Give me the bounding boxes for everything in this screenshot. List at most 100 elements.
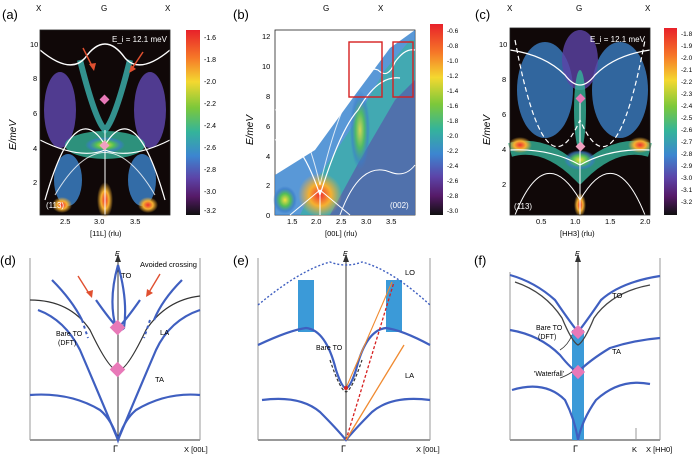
y-tick: 4 (266, 152, 270, 161)
colorbar-tick: -2.9 (681, 163, 693, 170)
top-label: G (101, 4, 107, 13)
colorbar-tick: -3.2 (681, 199, 693, 206)
x-tick: 0.5 (536, 217, 546, 226)
colorbar-tick: -2.3 (681, 91, 693, 98)
label-la: LA (160, 328, 169, 337)
colorbar-tick: -2.4 (447, 163, 459, 170)
inset-label: (113) (46, 201, 64, 210)
ei-annotation: E_i = 12.1 meV (590, 35, 646, 44)
fit-curve (274, 79, 361, 186)
highlight-box (392, 41, 414, 98)
inset-label: (002) (390, 201, 409, 210)
marker-square (575, 93, 586, 104)
colorbar-tick: -1.6 (204, 35, 216, 42)
x-ticks: 0.5 1.0 1.5 2.0 (536, 217, 650, 226)
y-tick: 2 (33, 178, 37, 187)
panel-f: (f) E TO TA Bare TO (DFT) 'Waterfall' Γ K… (474, 251, 672, 454)
top-label: X (36, 4, 42, 13)
y-ticks: 0 2 4 6 8 10 12 (262, 32, 270, 220)
colorbar-tick: -2.5 (681, 115, 693, 122)
heat-region (273, 186, 297, 214)
colorbar-tick: -2.6 (681, 127, 693, 134)
y-tick: 0 (266, 211, 270, 220)
colorbar-tick: -2.0 (204, 79, 216, 86)
marker-diamond (570, 324, 586, 340)
axis-e-label: E (575, 251, 580, 258)
x-axis-label: [HH3] (rlu) (560, 229, 595, 238)
sound-line (345, 344, 405, 441)
colorbar-tick: -2.2 (681, 79, 693, 86)
y-tick: 6 (266, 122, 270, 131)
y-tick: 4 (502, 145, 506, 154)
ei-annotation: E_i = 12.1 meV (112, 35, 168, 44)
marker-dot (344, 386, 348, 390)
plot-frame (39, 29, 171, 216)
colorbar-tick: -2.1 (681, 67, 693, 74)
colorbar (186, 30, 200, 215)
panel-f-label: (f) (474, 253, 486, 268)
axis-x-label: X [00L] (184, 445, 208, 454)
colorbar-tick: -1.8 (204, 57, 216, 64)
label-bare-to: Bare TO (DFT) (56, 331, 83, 347)
axis-x-label: X [00L] (416, 445, 440, 454)
heat-region (54, 154, 82, 206)
y-tick: 10 (499, 40, 507, 49)
y-tick: 10 (30, 40, 38, 49)
colorbar-tick: -2.8 (204, 167, 216, 174)
y-tick: 12 (262, 32, 270, 41)
heat-region (508, 137, 532, 153)
top-label: G (576, 4, 582, 13)
y-tick: 8 (33, 74, 37, 83)
colorbar-tick: -2.6 (447, 178, 459, 185)
sound-line (345, 281, 395, 441)
bare-to-curve (329, 359, 363, 393)
colorbar-tick: -2.7 (681, 139, 693, 146)
panel-b: (b) E_i = 3.5 meV (002) G X E/meV 0 2 4 … (233, 4, 459, 238)
x-ticks: 2.5 3.0 3.5 (60, 217, 140, 226)
x-tick: 1.5 (287, 217, 297, 226)
colorbar-tick: -1.8 (447, 118, 459, 125)
gamma-label: Γ (573, 444, 578, 454)
panel-b-label: (b) (233, 7, 249, 22)
axis-arrow (343, 254, 349, 262)
panel-c: (c) E_i = 12.1 meV (113) X G X E/meV 10 … (475, 4, 693, 238)
colorbar-tick: -2.6 (204, 145, 216, 152)
sound-line (345, 281, 393, 389)
top-label: X (378, 4, 384, 13)
y-tick: 10 (262, 62, 270, 71)
heat-region (350, 90, 370, 170)
marker-square (99, 94, 110, 105)
label-waterfall: 'Waterfall' (534, 371, 564, 378)
colorbar-tick: -2.4 (681, 103, 693, 110)
x-tick: 2.0 (311, 217, 321, 226)
label-bare-to: Bare TO (316, 345, 343, 352)
colorbar-tick: -2.0 (447, 133, 459, 140)
dispersion-ta (29, 393, 201, 444)
gamma-label: Γ (341, 444, 346, 454)
x-tick: 3.5 (130, 217, 140, 226)
axis-arrow (115, 254, 121, 262)
label-ta: TA (155, 375, 164, 384)
y-tick: 2 (502, 180, 506, 189)
label-avoided-crossing: Avoided crossing (140, 260, 197, 269)
y-tick: 8 (502, 75, 506, 84)
heat-region (562, 30, 598, 90)
fit-curve (339, 164, 416, 216)
marker-square (99, 140, 110, 151)
label-lo: LO (405, 268, 415, 277)
plot-frame (509, 27, 651, 216)
x-tick: 1.0 (570, 217, 580, 226)
axis-e-label: E (343, 251, 348, 258)
arrow-head (89, 63, 96, 71)
colorbar-tick: -3.1 (681, 187, 693, 194)
panel-c-label: (c) (475, 7, 490, 22)
heat-region (52, 197, 72, 213)
panel-a: (a) E_i = 12.1 meV (113) X G X (2, 4, 216, 238)
x-tick: 2.5 (336, 217, 346, 226)
marker-diamond (109, 361, 126, 378)
x-axis-label: [00L] (rlu) (325, 229, 358, 238)
highlight-box (348, 41, 383, 98)
colorbar-tick: -2.2 (447, 148, 459, 155)
x-tick: 3.5 (386, 217, 396, 226)
